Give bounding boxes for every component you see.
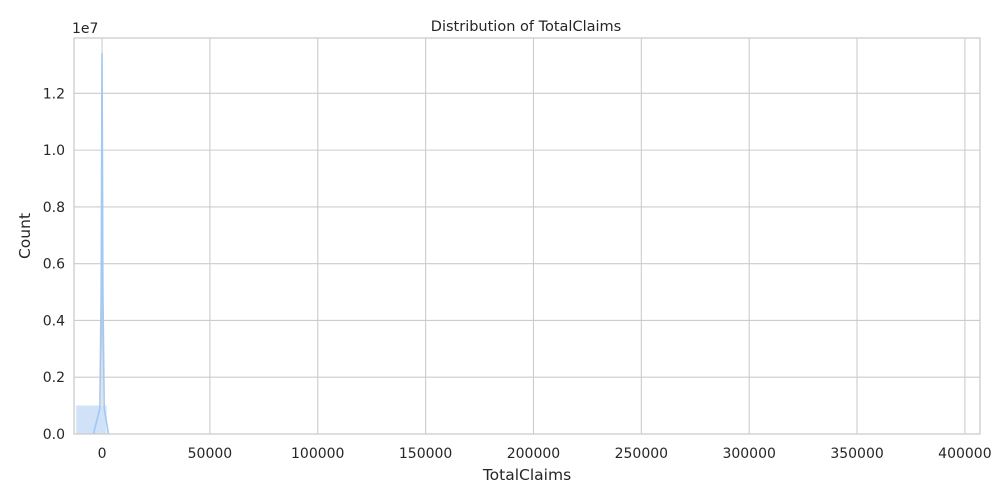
- x-tick-label: 50000: [188, 446, 233, 462]
- kde-curve-group: [92, 52, 110, 435]
- y-tick-label: 0.6: [43, 257, 65, 273]
- x-axis-ticks: 0 50000 100000 150000 200000 250000 300000 3500…: [98, 446, 992, 462]
- y-tick-label: 0.0: [43, 427, 65, 443]
- y-tick-label: 0.2: [43, 370, 65, 386]
- y-axis-offset-label: 1e7: [72, 21, 98, 37]
- y-tick-label: 1.2: [43, 86, 65, 102]
- x-tick-label: 0: [98, 446, 107, 462]
- x-tick-label: 300000: [722, 446, 775, 462]
- x-axis-label: TotalClaims: [482, 466, 571, 484]
- plot-frame: [73, 37, 981, 435]
- x-tick-label: 200000: [507, 446, 560, 462]
- x-tick-label: 150000: [399, 446, 452, 462]
- y-axis-ticks: 0.0 0.2 0.4 0.6 0.8 1.0 1.2: [43, 86, 65, 443]
- chart-title: Distribution of TotalClaims: [431, 19, 621, 35]
- y-tick-label: 0.4: [43, 313, 65, 329]
- x-tick-label: 400000: [938, 446, 991, 462]
- histogram-bars: [75, 405, 107, 435]
- y-axis-label: Count: [16, 213, 34, 259]
- grid-lines: [74, 38, 980, 435]
- kde-line: [92, 52, 110, 435]
- x-tick-label: 250000: [615, 446, 668, 462]
- x-tick-label: 350000: [830, 446, 883, 462]
- y-tick-label: 0.8: [43, 200, 65, 216]
- y-tick-label: 1.0: [43, 143, 65, 159]
- histogram-bar: [75, 405, 107, 435]
- x-tick-label: 100000: [291, 446, 344, 462]
